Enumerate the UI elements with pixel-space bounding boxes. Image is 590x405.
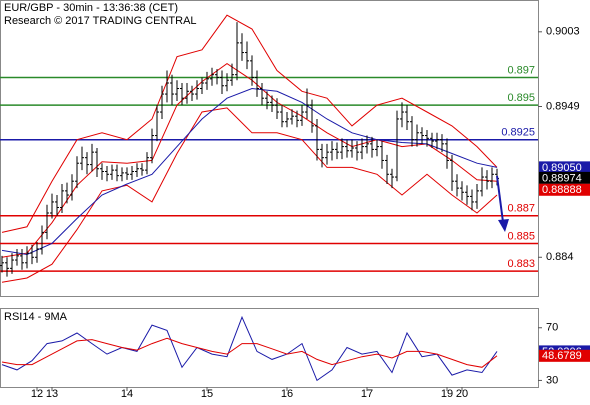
- value-box-label: 0.88974: [542, 172, 582, 184]
- band-line: [1, 107, 498, 283]
- level-label: 0.8925: [501, 127, 535, 139]
- y-tick-label: 0.8949: [546, 100, 580, 112]
- y-tick-label: 70: [546, 322, 558, 334]
- value-box: [539, 183, 590, 196]
- x-tick-label: 15: [201, 388, 213, 400]
- arrow-head: [498, 219, 509, 232]
- x-tick-label: 13: [46, 388, 58, 400]
- x-tick-label: 20: [456, 388, 468, 400]
- y-tick-label: 0.884: [546, 251, 574, 263]
- x-tick-label: 16: [281, 388, 293, 400]
- x-tick-label: 17: [361, 388, 373, 400]
- rsi-title: RSI14 - 9MA: [4, 311, 68, 323]
- chart-title: EUR/GBP - 30min - 13:36:38 (CET): [4, 2, 178, 14]
- value-box: [539, 349, 590, 362]
- level-label: 0.883: [507, 258, 535, 270]
- band-line: [1, 62, 498, 258]
- x-tick-label: 14: [121, 388, 133, 400]
- forecast-arrow: [496, 175, 509, 232]
- level-label: 0.885: [507, 230, 535, 242]
- x-tick-label: 19: [441, 388, 453, 400]
- value-box: [539, 171, 590, 184]
- chart-subtitle: Research © 2017 TRADING CENTRAL: [4, 15, 197, 27]
- x-tick-label: 12: [31, 388, 43, 400]
- level-label: 0.895: [507, 92, 535, 104]
- y-tick-label: 30: [546, 374, 558, 386]
- series-line: [1, 315, 498, 382]
- series-line: [1, 337, 498, 368]
- value-box-label: 0.89050: [542, 162, 582, 174]
- price-panel-frame: [0, 0, 539, 297]
- value-box: [539, 161, 590, 174]
- level-label: 0.887: [507, 203, 535, 215]
- value-box-label: 0.88888: [542, 184, 582, 196]
- value-box-label: 48.6789: [542, 350, 582, 362]
- rsi-panel-frame: [0, 308, 539, 388]
- band-line: [1, 87, 498, 256]
- arrow-shaft: [496, 175, 504, 223]
- level-label: 0.897: [507, 64, 535, 76]
- y-tick-label: 0.9003: [546, 26, 580, 38]
- band-line: [1, 14, 498, 233]
